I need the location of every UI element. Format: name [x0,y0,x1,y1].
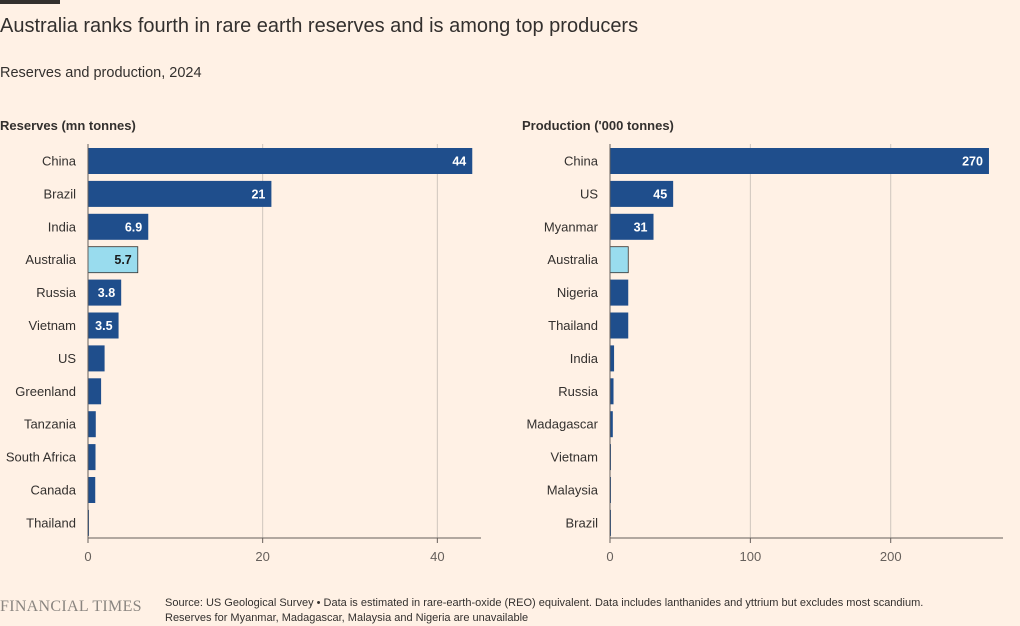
reserves-category-label: Australia [25,252,76,267]
reserves-value-label: 5.7 [114,253,131,267]
production-category-label: China [564,154,599,169]
reserves-tick-label: 20 [255,549,269,564]
reserves-category-label: China [42,154,77,169]
source-line-1: Source: US Geological Survey • Data is e… [165,597,924,609]
reserves-value-label: 44 [452,155,466,169]
bar-charts: Reserves (mn tonnes) China 44 Brazil 21 India… [0,118,1003,564]
reserves-category-label: Russia [36,285,77,300]
reserves-bar [88,312,119,339]
reserves-category-label: Brazil [43,186,76,201]
reserves-category-label: US [58,351,76,366]
production-bar [610,180,674,207]
production-tick-label: 0 [606,549,613,564]
brand-bar [0,0,60,4]
reserves-bar [88,180,272,207]
reserves-category-label: India [48,219,77,234]
production-category-label: Nigeria [557,285,599,300]
production-tick-label: 100 [740,549,762,564]
production-bar [610,411,613,438]
production-category-label: Thailand [548,318,598,333]
reserves-category-label: Canada [30,483,76,498]
chart-subtitle: Reserves and production, 2024 [0,65,202,81]
production-value-label: 31 [634,220,648,234]
production-bar [610,345,615,372]
reserves-bar [88,411,96,438]
production-category-label: Malaysia [547,483,599,498]
production-category-label: Australia [547,252,598,267]
production-bar [609,246,629,274]
reserves-category-label: South Africa [6,450,77,465]
reserves-bar [88,345,105,372]
production-category-label: Brazil [565,515,598,530]
production-value-label: 45 [653,187,667,201]
reserves-tick-label: 0 [84,549,91,564]
ft-logo: FINANCIAL TIMES [0,598,142,615]
reserves-category-label: Thailand [26,515,76,530]
reserves-bar [88,444,96,471]
reserves-value-label: 3.5 [95,319,112,333]
reserves-category-label: Greenland [15,384,76,399]
production-category-label: US [580,186,598,201]
production-tick-label: 200 [880,549,902,564]
production-panel-title: Production ('000 tonnes) [522,118,674,133]
production-bar [610,312,629,339]
source-note: Source: US Geological Survey • Data is e… [165,596,1015,626]
reserves-bar [88,477,96,503]
reserves-bar [88,213,149,240]
production-bar [610,148,989,174]
reserves-panel-title: Reserves (mn tonnes) [0,118,136,133]
production-category-label: India [570,351,599,366]
chart-title: Australia ranks fourth in rare earth res… [0,15,639,37]
reserves-value-label: 6.9 [125,220,142,234]
production-bar [610,378,614,405]
production-category-label: Russia [558,384,599,399]
reserves-bar [87,246,139,274]
production-category-label: Madagascar [526,417,598,432]
production-category-label: Myanmar [544,219,599,234]
source-line-2: Reserves for Myanmar, Madagascar, Malays… [165,612,529,624]
reserves-tick-label: 40 [430,549,444,564]
reserves-bar [88,279,122,306]
reserves-category-label: Tanzania [24,417,77,432]
production-category-label: Vietnam [551,450,598,465]
reserves-category-label: Vietnam [29,318,76,333]
reserves-value-label: 21 [251,187,265,201]
reserves-value-label: 3.8 [98,286,115,300]
production-value-label: 270 [962,155,983,169]
reserves-bar [88,378,102,405]
production-bar [610,213,654,240]
reserves-bar [88,148,473,174]
production-bar [610,279,629,306]
